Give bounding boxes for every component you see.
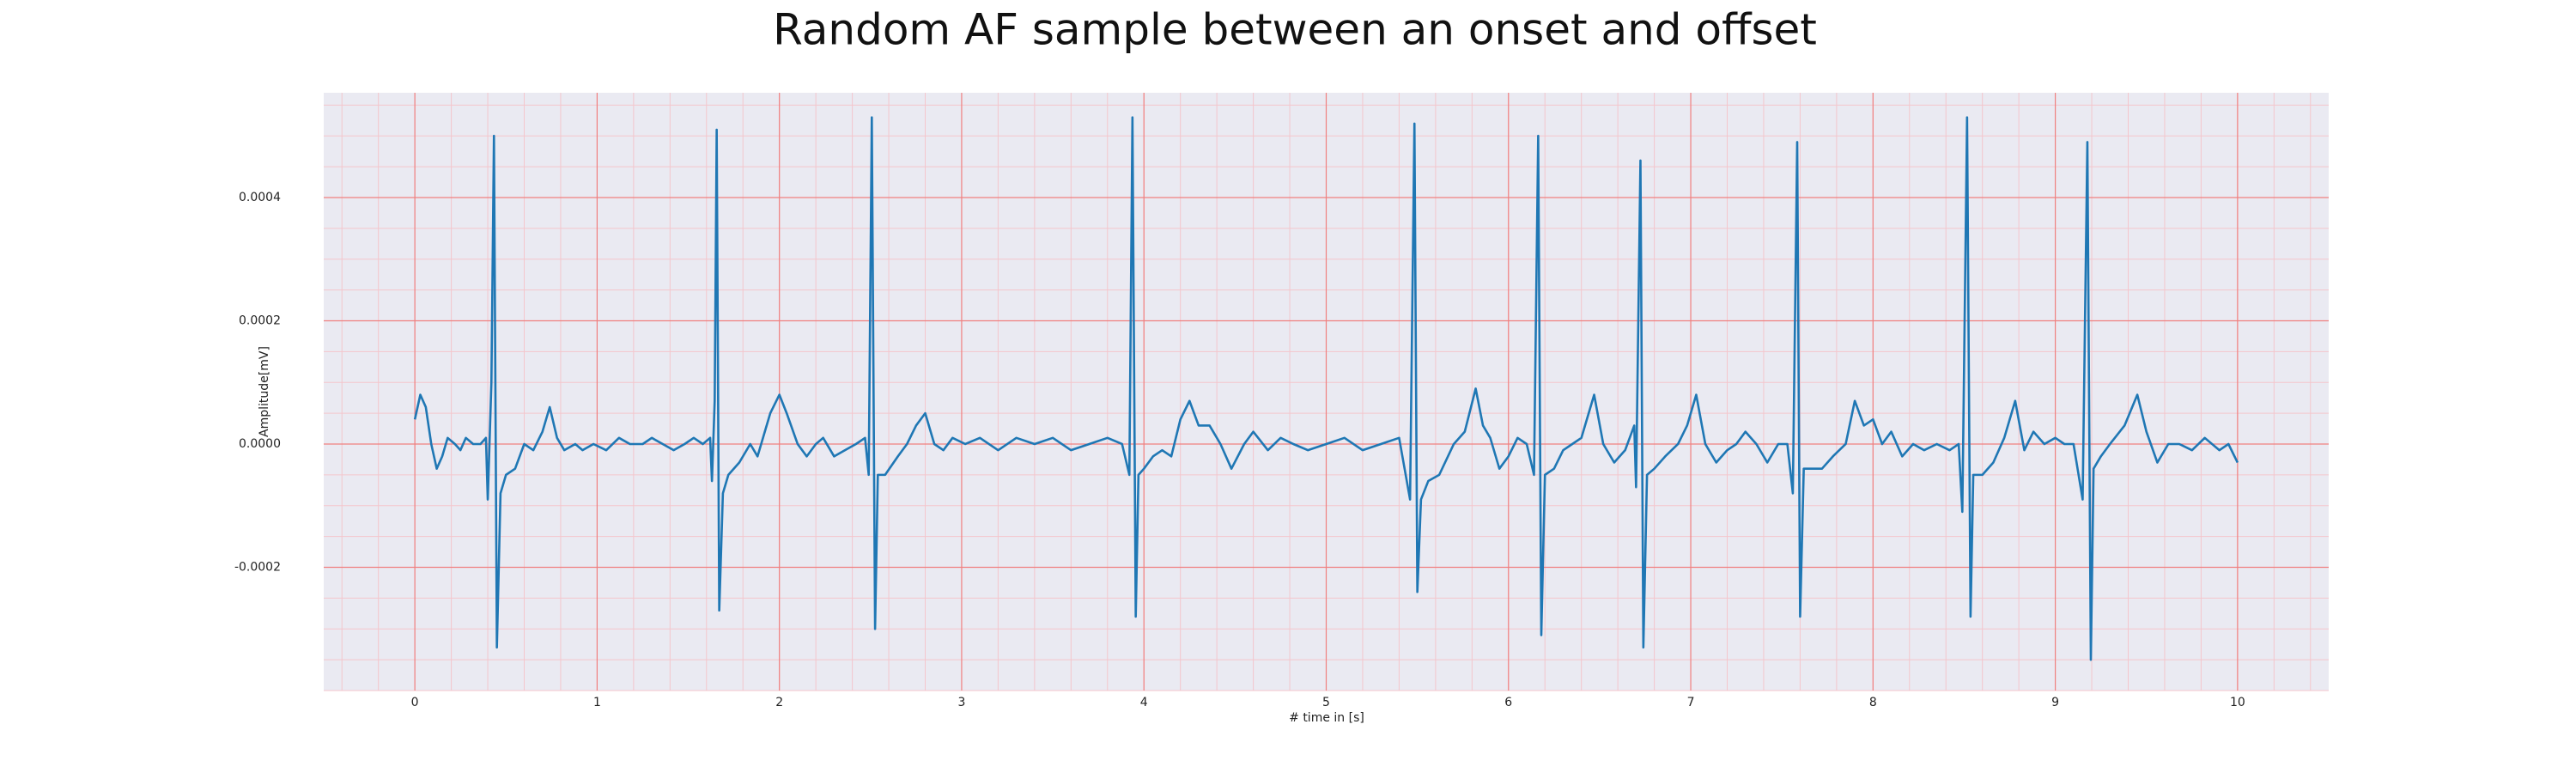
x-tick-label: 7	[1687, 696, 1695, 709]
y-tick-label: 0.0004	[239, 191, 281, 204]
x-tick-label: 3	[957, 696, 965, 709]
y-axis-label: Amplitude[mV]	[258, 346, 271, 437]
y-tick-label: 0.0002	[239, 313, 281, 327]
x-tick-label: 9	[2051, 696, 2059, 709]
x-tick-label: 5	[1322, 696, 1330, 709]
x-tick-label: 0	[411, 696, 419, 709]
x-tick-label: 4	[1140, 696, 1148, 709]
x-tick-label: 10	[2230, 696, 2245, 709]
grid	[324, 93, 2329, 691]
x-tick-label: 6	[1504, 696, 1512, 709]
chart-title: Random AF sample between an onset and of…	[773, 5, 1817, 55]
y-tick-label: -0.0002	[234, 560, 281, 574]
marks	[413, 116, 2239, 661]
y-tick-label: 0.0000	[239, 437, 281, 451]
x-axis-label: # time in [s]	[1289, 711, 1364, 725]
signal-line	[413, 116, 2239, 661]
x-tick-label: 8	[1869, 696, 1877, 709]
x-tick-label: 2	[775, 696, 783, 709]
x-tick-label: 1	[593, 696, 601, 709]
